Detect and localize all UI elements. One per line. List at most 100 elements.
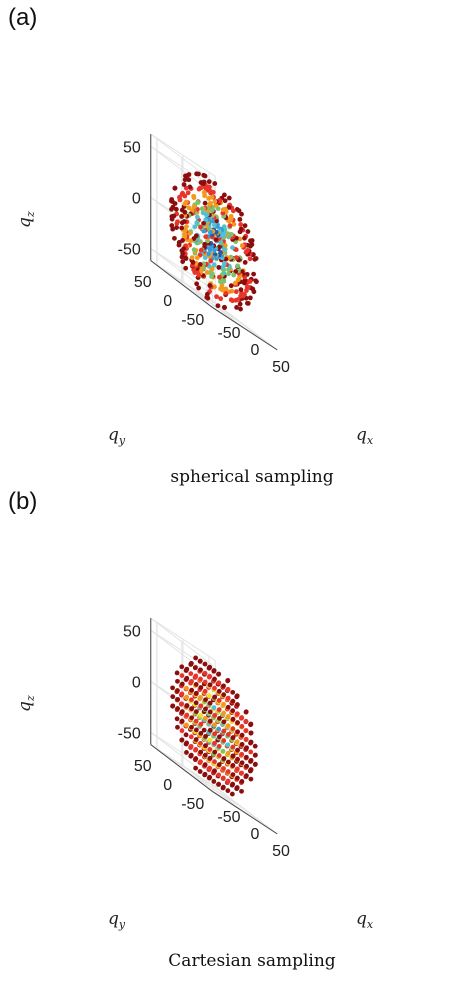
a-data-point — [182, 177, 188, 183]
a-data-point — [218, 296, 224, 302]
b-data-point — [179, 681, 185, 687]
a-z-axis-label: qz — [15, 211, 37, 228]
a-data-point — [233, 269, 239, 274]
b-data-point — [253, 761, 258, 767]
a-data-point — [247, 295, 253, 301]
b-data-point — [248, 749, 254, 755]
a-x-axis-line — [212, 307, 278, 351]
b-data-point — [230, 781, 236, 787]
b-data-point — [202, 716, 208, 721]
b-data-point — [216, 680, 222, 686]
b-data-point — [225, 723, 231, 729]
b-data-point — [235, 720, 240, 725]
a-data-point — [202, 255, 208, 260]
b-data-point — [193, 756, 199, 761]
b-data-point — [212, 740, 217, 746]
b-data-point — [212, 722, 217, 728]
b-data-point — [216, 707, 222, 713]
b-data-point — [179, 718, 185, 724]
b-data-point — [193, 765, 199, 771]
a-data-point — [169, 223, 175, 228]
b-data-point — [221, 710, 227, 716]
b-data-point — [239, 723, 245, 729]
b-data-point — [212, 685, 217, 691]
b-data-point — [203, 743, 208, 749]
a-data-point — [227, 223, 233, 229]
b-data-point — [203, 706, 208, 712]
b-data-point — [189, 724, 194, 730]
a-data-point — [217, 279, 223, 284]
b-data-point — [207, 737, 213, 743]
a-data-point — [220, 207, 226, 213]
b-data-point — [248, 730, 254, 736]
a-grid-line — [156, 264, 222, 308]
a-data-point — [201, 172, 207, 178]
b-data-point — [198, 676, 203, 682]
a-data-point — [181, 182, 187, 187]
b-data-point — [175, 696, 181, 702]
b-data-point — [175, 688, 180, 693]
b-x-tick-label: 0 — [251, 826, 260, 843]
a-data-point — [191, 247, 197, 253]
b-data-point — [170, 703, 176, 709]
a-box-edge — [150, 133, 216, 177]
a-data-point — [238, 287, 244, 293]
a-data-point — [194, 220, 200, 225]
a-data-point — [206, 251, 211, 257]
a-data-point — [238, 222, 244, 227]
a-data-point — [186, 205, 192, 211]
b-data-point — [225, 778, 231, 784]
b-data-point — [212, 749, 218, 755]
b-data-point — [221, 756, 227, 761]
b-data-point — [170, 685, 176, 691]
a-data-point — [234, 207, 240, 212]
b-data-point — [174, 670, 180, 676]
b-data-point — [221, 738, 227, 743]
b-data-point — [235, 766, 240, 772]
a-data-point — [172, 185, 178, 191]
b-data-point — [243, 736, 249, 742]
a-data-point — [242, 223, 248, 229]
b-data-point — [179, 664, 185, 670]
a-data-point — [251, 271, 256, 277]
b-data-point — [207, 774, 213, 780]
b-data-point — [198, 667, 203, 673]
b-data-point — [207, 682, 213, 688]
b-box-edge — [150, 744, 216, 788]
b-data-point — [216, 762, 222, 768]
b-data-point — [198, 721, 204, 727]
panel-label-b: (b) — [8, 488, 38, 515]
b-data-point — [230, 763, 236, 768]
b-y-axis-label: qy — [108, 909, 126, 931]
b-data-point — [220, 784, 226, 790]
a-data-point — [207, 202, 213, 207]
b-x-axis-label: qx — [356, 909, 374, 931]
b-data-point — [230, 689, 236, 695]
a-data-point — [216, 265, 222, 270]
a-data-point — [199, 206, 205, 212]
a-data-point — [189, 255, 195, 261]
a-data-point — [213, 202, 219, 208]
b-data-point — [216, 688, 222, 694]
a-data-point — [183, 173, 188, 179]
b-y-tick-label: -50 — [181, 796, 204, 813]
b-data-point — [188, 660, 194, 666]
a-data-point — [222, 304, 227, 310]
a-x-axis-label: qx — [356, 425, 374, 447]
a-data-point — [207, 246, 213, 252]
b-data-point — [207, 747, 213, 752]
b-data-point — [212, 759, 217, 765]
b-data-point — [243, 728, 249, 733]
b-data-point — [193, 655, 199, 661]
b-data-point — [221, 728, 227, 734]
a-data-point — [169, 197, 175, 202]
b-data-point — [235, 775, 240, 781]
b-data-point — [244, 745, 249, 751]
a-y-axis-line — [150, 260, 214, 309]
b-data-point — [230, 735, 236, 740]
chart-spherical: 50 0 -50 50 0 -50 -50 0 50 qz qy qx spherical sampli… — [15, 133, 374, 487]
a-data-point — [180, 259, 186, 264]
a-data-point — [221, 224, 227, 230]
a-data-point — [201, 189, 207, 195]
a-data-point — [211, 222, 217, 228]
